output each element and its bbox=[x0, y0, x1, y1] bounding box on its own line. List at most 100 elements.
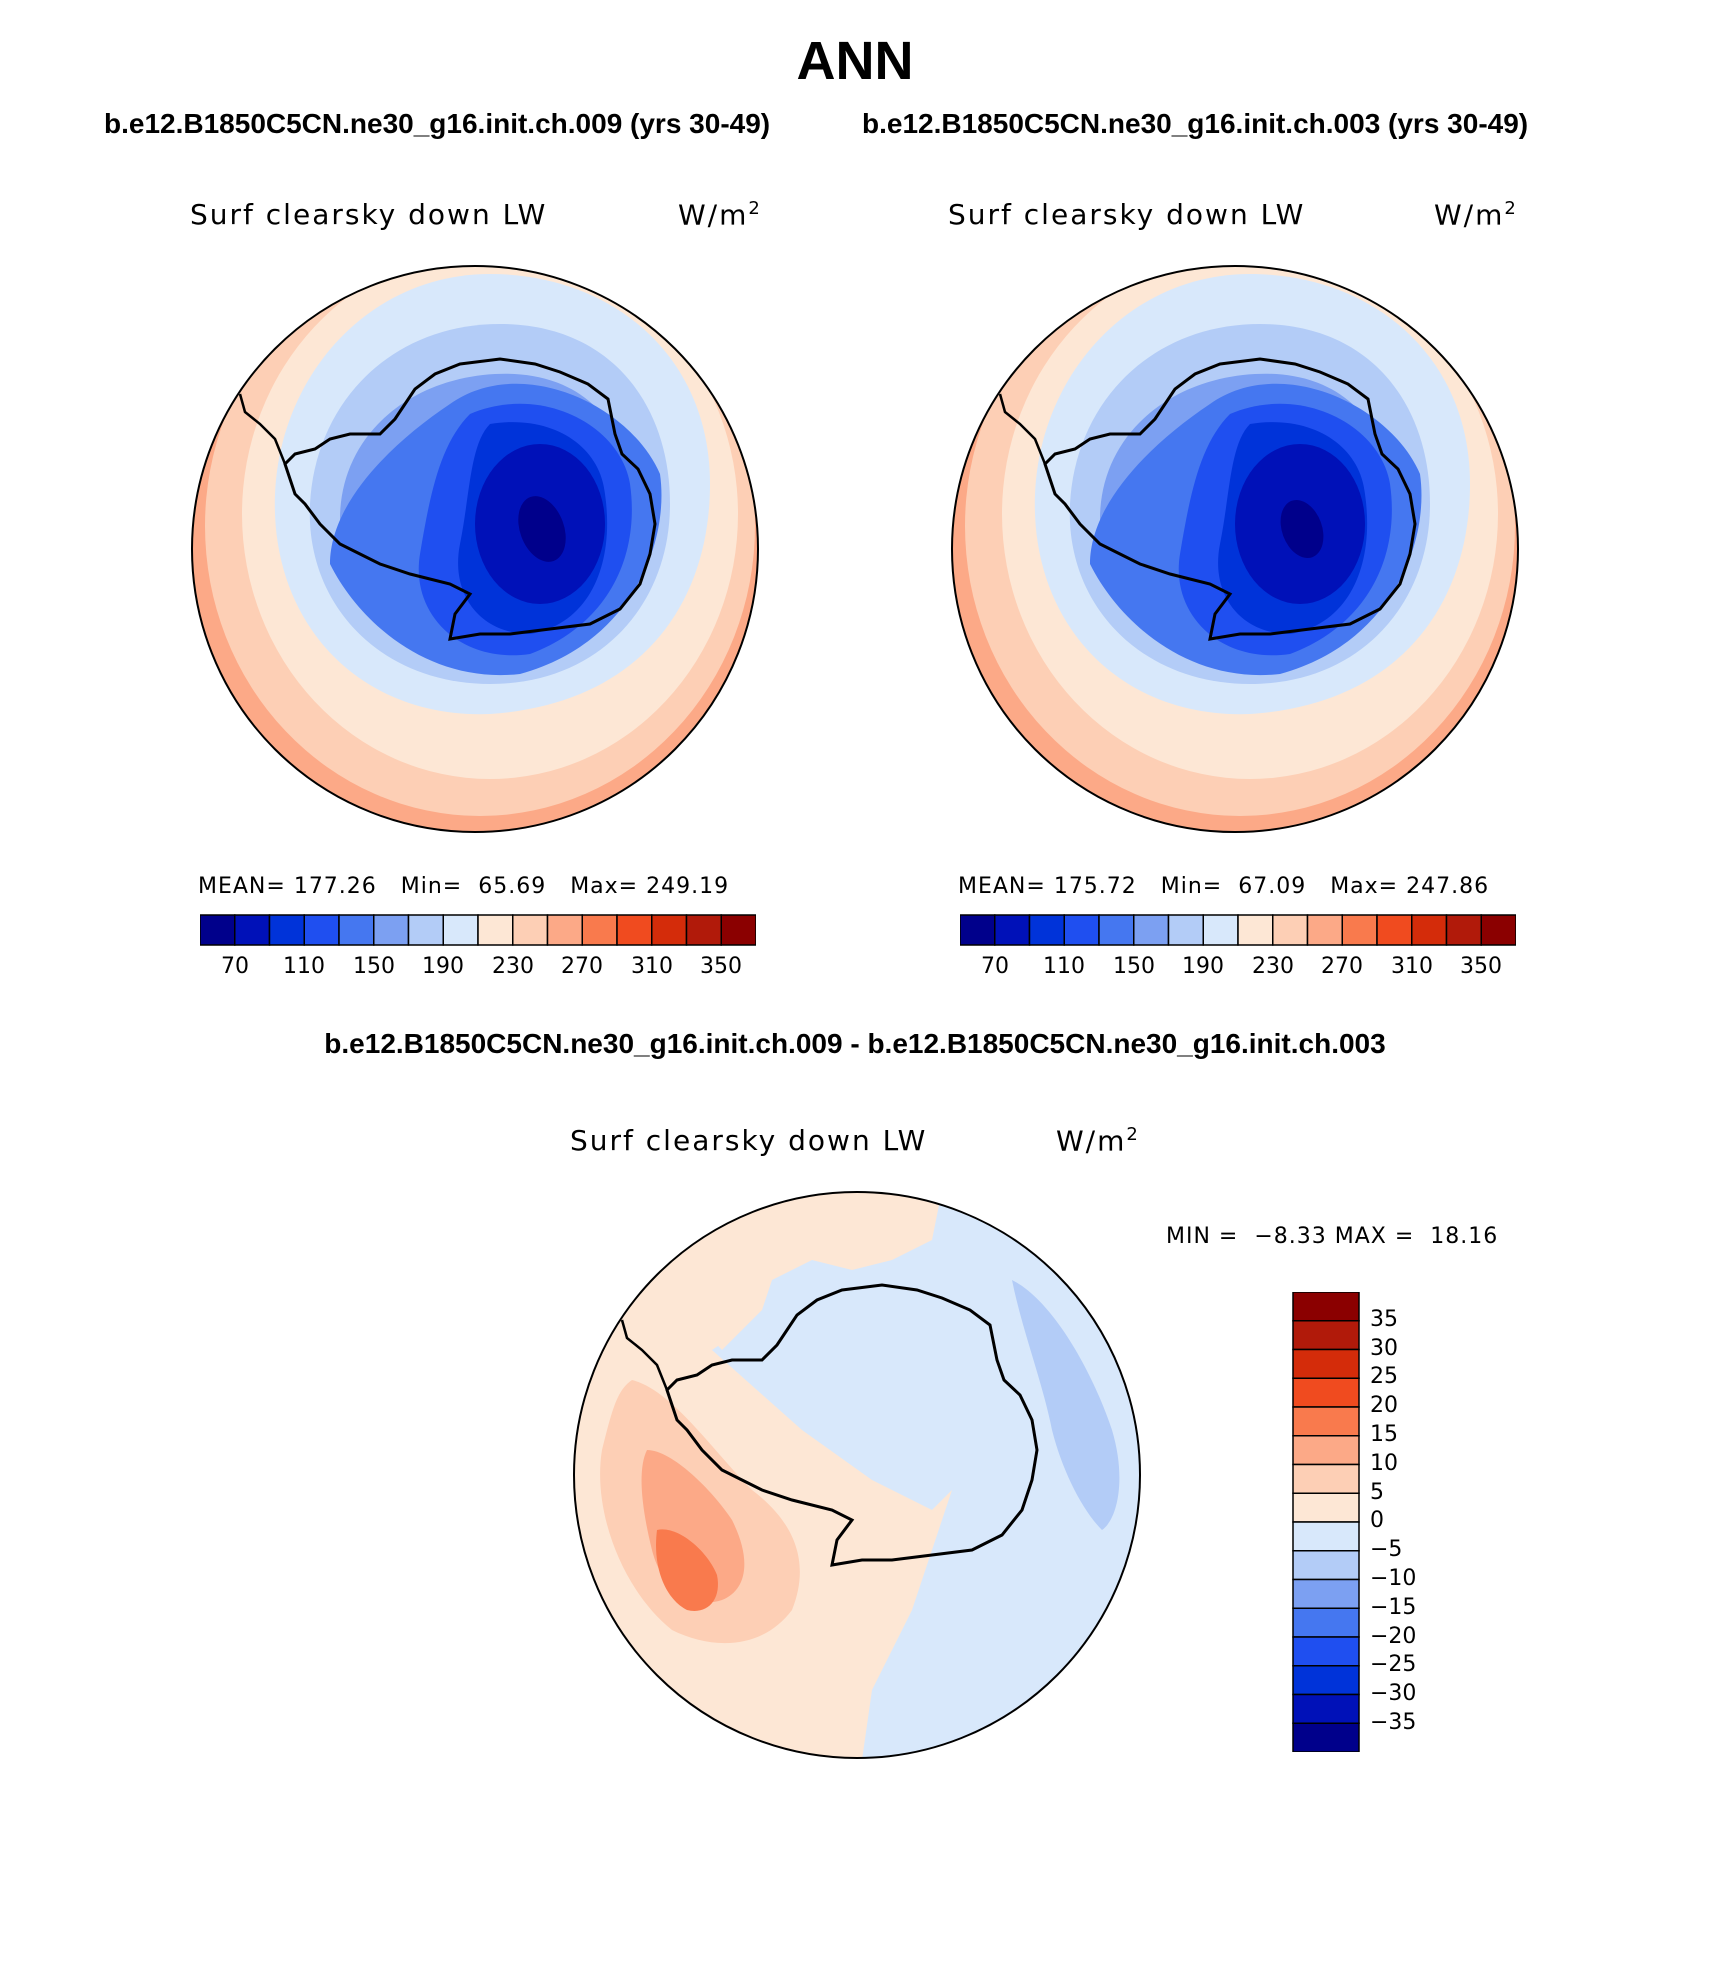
panel1-colorbar bbox=[200, 914, 756, 946]
colorbar-swatch bbox=[1237, 914, 1274, 946]
panel1-polar-map bbox=[191, 265, 759, 833]
colorbar-tick-label: 230 bbox=[1252, 954, 1294, 979]
colorbar-swatch bbox=[1098, 914, 1135, 946]
colorbar-swatch bbox=[1202, 914, 1239, 946]
colorbar-swatch bbox=[1167, 914, 1204, 946]
colorbar-swatch bbox=[581, 914, 618, 946]
colorbar-swatch bbox=[1292, 1320, 1360, 1351]
case2-title: b.e12.B1850C5CN.ne30_g16.init.ch.003 (yr… bbox=[862, 108, 1529, 139]
colorbar-tick-label: 310 bbox=[1391, 954, 1433, 979]
colorbar-swatch bbox=[1292, 1578, 1360, 1609]
panel2-colorbar bbox=[960, 914, 1516, 946]
panel1-units-label: W/m2 bbox=[678, 198, 762, 232]
colorbar-swatch bbox=[1292, 1348, 1360, 1379]
difference-polar-map bbox=[573, 1191, 1141, 1759]
panel1-variable-label: Surf clearsky down LW bbox=[190, 198, 548, 231]
colorbar-swatch bbox=[1480, 914, 1516, 946]
colorbar-tick-label: 0 bbox=[1370, 1508, 1384, 1533]
colorbar-swatch bbox=[234, 914, 271, 946]
antarctica-coastline bbox=[665, 1283, 1039, 1567]
colorbar-tick-label: 310 bbox=[631, 954, 673, 979]
colorbar-swatch bbox=[1445, 914, 1482, 946]
colorbar-swatch bbox=[442, 914, 479, 946]
colorbar-swatch bbox=[512, 914, 549, 946]
colorbar-tick-label: 10 bbox=[1370, 1451, 1398, 1476]
colorbar-swatch bbox=[407, 914, 444, 946]
colorbar-tick-label: −10 bbox=[1370, 1566, 1417, 1591]
colorbar-tick-label: 230 bbox=[492, 954, 534, 979]
difference-colorbar bbox=[1292, 1292, 1360, 1752]
panel2-stats: MEAN= 175.72 Min= 67.09 Max= 247.86 bbox=[958, 874, 1490, 899]
panel1-colorbar-labels: 70 110 150 190 230 270 310 350 bbox=[200, 954, 756, 984]
colorbar-swatch bbox=[303, 914, 340, 946]
colorbar-tick-label: 70 bbox=[221, 954, 249, 979]
map-border bbox=[191, 265, 759, 833]
panel2-variable-label: Surf clearsky down LW bbox=[948, 198, 1306, 231]
colorbar-swatch bbox=[651, 914, 688, 946]
antarctic-peninsula-coastline bbox=[998, 393, 1047, 465]
colorbar-swatch bbox=[373, 914, 410, 946]
colorbar-swatch bbox=[1063, 914, 1100, 946]
colorbar-swatch bbox=[1292, 1435, 1360, 1466]
colorbar-tick-label: 25 bbox=[1370, 1364, 1398, 1389]
colorbar-tick-label: 350 bbox=[1460, 954, 1502, 979]
colorbar-tick-label: −20 bbox=[1370, 1624, 1417, 1649]
colorbar-swatch bbox=[1292, 1693, 1360, 1724]
case1-title: b.e12.B1850C5CN.ne30_g16.init.ch.009 (yr… bbox=[104, 108, 771, 139]
colorbar-tick-label: −30 bbox=[1370, 1681, 1417, 1706]
colorbar-swatch bbox=[1306, 914, 1343, 946]
map-border bbox=[951, 265, 1519, 833]
diff-colorbar-labels: 35 30 25 20 15 10 5 0 −5 −10 −15 −20 −25… bbox=[1370, 1292, 1470, 1752]
colorbar-tick-label: 5 bbox=[1370, 1480, 1384, 1505]
colorbar-swatch bbox=[1028, 914, 1065, 946]
diff-variable-label: Surf clearsky down LW bbox=[570, 1124, 928, 1157]
colorbar-tick-label: −15 bbox=[1370, 1595, 1417, 1620]
colorbar-tick-label: 20 bbox=[1370, 1393, 1398, 1418]
colorbar-swatch bbox=[994, 914, 1031, 946]
diff-minmax-stats: MIN = −8.33 MAX = 18.16 bbox=[1166, 1224, 1499, 1249]
antarctic-peninsula-coastline bbox=[620, 1319, 669, 1391]
colorbar-tick-label: 15 bbox=[1370, 1422, 1398, 1447]
panel2-colorbar-labels: 70 110 150 190 230 270 310 350 bbox=[960, 954, 1516, 984]
colorbar-swatch bbox=[1292, 1722, 1360, 1752]
colorbar-tick-label: 350 bbox=[700, 954, 742, 979]
colorbar-swatch bbox=[1292, 1406, 1360, 1437]
colorbar-tick-label: −25 bbox=[1370, 1652, 1417, 1677]
panel2-polar-map bbox=[951, 265, 1519, 833]
colorbar-tick-label: 150 bbox=[353, 954, 395, 979]
antarctic-peninsula-coastline bbox=[238, 393, 287, 465]
colorbar-tick-label: 30 bbox=[1370, 1336, 1398, 1361]
difference-title: b.e12.B1850C5CN.ne30_g16.init.ch.009 - b… bbox=[324, 1028, 1386, 1059]
colorbar-swatch bbox=[1376, 914, 1413, 946]
map-band-min bbox=[518, 496, 566, 562]
colorbar-swatch bbox=[1133, 914, 1170, 946]
colorbar-swatch bbox=[200, 914, 236, 946]
diff-band-15-to-20 bbox=[656, 1529, 718, 1611]
colorbar-swatch bbox=[1411, 914, 1448, 946]
colorbar-swatch bbox=[1341, 914, 1378, 946]
colorbar-swatch bbox=[1292, 1463, 1360, 1494]
colorbar-swatch bbox=[960, 914, 996, 946]
colorbar-swatch bbox=[1292, 1377, 1360, 1408]
colorbar-swatch bbox=[616, 914, 653, 946]
colorbar-tick-label: 110 bbox=[283, 954, 325, 979]
colorbar-swatch bbox=[546, 914, 583, 946]
colorbar-swatch bbox=[720, 914, 756, 946]
panel1-stats: MEAN= 177.26 Min= 65.69 Max= 249.19 bbox=[198, 874, 730, 899]
diff-units-label: W/m2 bbox=[1056, 1124, 1140, 1158]
antarctica-coastline bbox=[1043, 357, 1417, 641]
colorbar-tick-label: 190 bbox=[422, 954, 464, 979]
colorbar-tick-label: 150 bbox=[1113, 954, 1155, 979]
colorbar-swatch bbox=[1292, 1550, 1360, 1581]
colorbar-swatch bbox=[1292, 1492, 1360, 1523]
panel2-units-label: W/m2 bbox=[1434, 198, 1518, 232]
colorbar-swatch bbox=[268, 914, 305, 946]
colorbar-swatch bbox=[338, 914, 375, 946]
colorbar-swatch bbox=[1292, 1292, 1360, 1322]
colorbar-tick-label: −35 bbox=[1370, 1710, 1417, 1735]
colorbar-tick-label: 190 bbox=[1182, 954, 1224, 979]
antarctica-coastline bbox=[283, 357, 657, 641]
map-band-min bbox=[1280, 499, 1324, 559]
colorbar-tick-label: 35 bbox=[1370, 1307, 1398, 1332]
colorbar-tick-label: 70 bbox=[981, 954, 1009, 979]
